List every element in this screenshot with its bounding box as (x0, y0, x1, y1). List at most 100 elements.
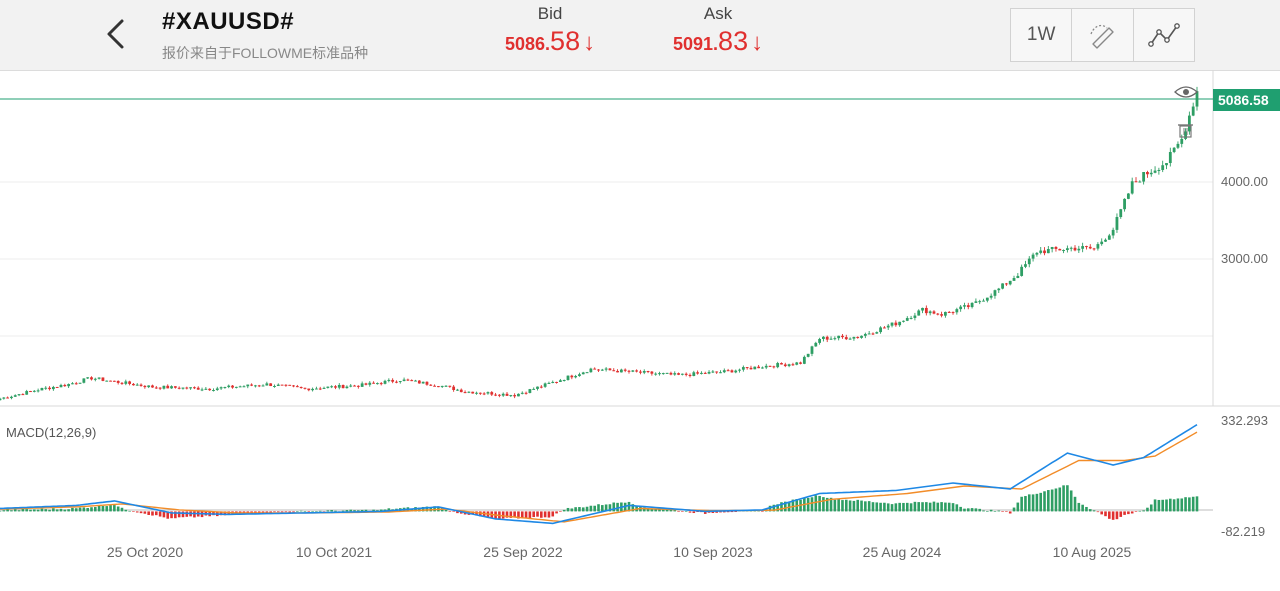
candle (0, 397, 2, 401)
candle (688, 373, 692, 378)
macd-bar (917, 502, 921, 512)
macd-bar (688, 511, 692, 513)
macd-bar (993, 511, 997, 512)
candle (135, 383, 139, 386)
candle (768, 365, 772, 368)
candle (715, 371, 719, 374)
x-axis-date-label: 25 Aug 2024 (862, 544, 942, 560)
draw-tool-button[interactable] (1072, 9, 1134, 61)
candle (444, 385, 448, 387)
macd-bar (722, 511, 726, 513)
candle (524, 391, 528, 395)
macd-bar (135, 511, 139, 513)
macd-bar (776, 504, 779, 512)
macd-bar (711, 511, 715, 514)
macd-bar (719, 511, 722, 513)
macd-bar (974, 508, 978, 512)
candle (863, 332, 867, 339)
candle (326, 386, 330, 389)
macd-bar (55, 509, 59, 512)
macd-bar (387, 508, 391, 512)
macd-bar (1043, 491, 1046, 512)
macd-bar (1073, 496, 1077, 512)
price-chart[interactable] (0, 70, 1280, 591)
back-button[interactable] (98, 14, 138, 54)
candle (1123, 198, 1126, 212)
candle (288, 384, 292, 386)
macd-bar (421, 506, 425, 512)
candle (417, 380, 421, 384)
macd-bar (524, 511, 528, 519)
macd-bar (1008, 511, 1012, 514)
macd-bar (326, 510, 330, 512)
macd-bar (273, 511, 276, 513)
macd-bar (372, 509, 375, 512)
candle (536, 386, 539, 391)
candle (776, 361, 780, 369)
candle (166, 384, 170, 389)
candle (1054, 246, 1058, 252)
macd-bar (40, 508, 44, 512)
macd-bar (1146, 507, 1149, 512)
macd-bar (311, 511, 314, 512)
macd-bar (132, 511, 135, 513)
macd-bar (410, 508, 414, 512)
candle (120, 381, 124, 385)
candle (204, 387, 208, 390)
macd-bar (1169, 498, 1172, 512)
candle (566, 375, 570, 381)
candle (334, 385, 337, 390)
indicator-button[interactable] (1134, 9, 1194, 61)
candle (589, 367, 593, 373)
trash-icon[interactable] (1178, 124, 1193, 138)
candle (116, 380, 120, 385)
macd-bar (532, 511, 535, 518)
candle (71, 382, 74, 385)
macd-bar (1111, 511, 1115, 520)
macd-bar (768, 505, 772, 512)
candle (924, 305, 928, 316)
macd-bar (1176, 498, 1180, 512)
macd-bar (1123, 511, 1126, 515)
candle (456, 388, 459, 391)
macd-bar (864, 501, 867, 512)
timeframe-button[interactable]: 1W (1011, 9, 1073, 61)
macd-bar (547, 511, 551, 518)
macd-bar (791, 499, 795, 512)
macd-bar (433, 506, 436, 512)
price-tick-label: 4000.00 (1221, 174, 1268, 189)
candle (463, 390, 467, 394)
candle (539, 385, 543, 389)
candle (341, 384, 345, 389)
macd-bar (616, 502, 619, 512)
macd-bar (1127, 511, 1130, 515)
macd-bar (905, 502, 909, 512)
macd-bar (1172, 499, 1176, 512)
eye-icon[interactable] (1174, 86, 1198, 98)
bid-value: 5086.58 ↓ (505, 26, 595, 57)
candle (677, 372, 680, 376)
macd-bar (444, 509, 448, 512)
macd-bar (36, 509, 40, 512)
candle (1130, 177, 1134, 195)
candle (780, 362, 783, 365)
macd-bar (33, 509, 36, 512)
candle (1157, 167, 1161, 175)
candle (330, 385, 334, 389)
macd-bar (848, 500, 852, 512)
candle (147, 385, 151, 389)
bid-label: Bid (537, 4, 563, 23)
candle (1088, 244, 1092, 250)
candle (974, 298, 978, 303)
chevron-left-icon (107, 19, 124, 49)
candle (219, 386, 223, 390)
candle (909, 315, 913, 320)
candle (898, 321, 902, 327)
macd-bar (318, 510, 322, 512)
macd-bar (806, 497, 810, 512)
candle (722, 368, 726, 374)
candle (1062, 249, 1065, 254)
candle (353, 384, 356, 387)
macd-bar (1134, 511, 1138, 513)
macd-bar (646, 508, 650, 512)
